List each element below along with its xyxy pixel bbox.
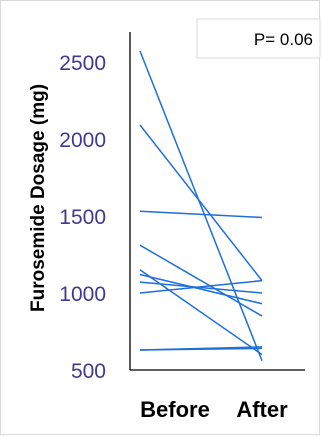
y-tick-label: 1500 [59,206,106,229]
p-value-annotation: P= 0.06 [254,30,313,49]
y-tick-label: 1000 [59,283,106,306]
series-line [139,273,263,305]
x-ticks: Before After [140,397,288,422]
x-tick-label: Before [140,397,210,422]
y-tick-label: 2500 [59,52,106,75]
y-ticks: 500 1000 1500 2000 2500 [59,52,106,383]
series-line [139,50,263,362]
series-line [139,210,263,219]
series-line [139,124,263,282]
series-lines [139,50,263,362]
series-line [139,347,263,351]
y-tick-label: 500 [71,360,106,383]
y-tick-label: 2000 [59,129,106,152]
series-line [139,279,263,294]
series-line [139,281,263,294]
annotation-box [196,18,321,59]
y-axis-label: Furosemide Dosage (mg) [28,84,49,312]
x-tick-label: After [236,397,288,422]
series-line [139,244,263,317]
